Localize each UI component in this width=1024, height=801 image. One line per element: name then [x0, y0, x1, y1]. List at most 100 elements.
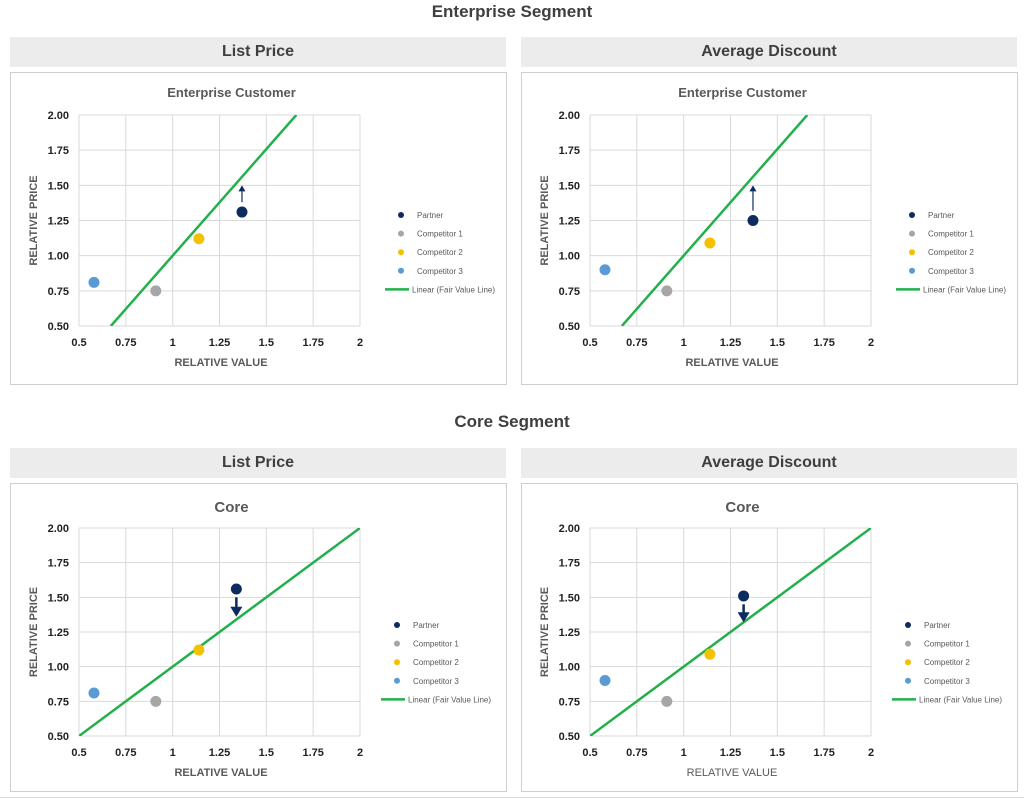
- point-competitor-1: [150, 695, 162, 707]
- x-tick-label: 1.75: [302, 747, 323, 759]
- x-tick-label: 1.5: [259, 337, 274, 349]
- x-tick-label: 0.5: [582, 747, 597, 759]
- y-tick-label: 1.00: [48, 251, 69, 263]
- legend-label: Competitor 3: [924, 677, 970, 686]
- chart-title: Enterprise Customer: [167, 85, 296, 100]
- panel-header-core-average-discount: Average Discount: [521, 448, 1017, 478]
- y-tick-label: 1.75: [559, 145, 580, 157]
- y-tick-label: 1.25: [559, 216, 580, 228]
- y-tick-label: 1.00: [48, 662, 69, 674]
- point-competitor-1: [661, 285, 673, 297]
- y-tick-label: 0.50: [48, 321, 69, 333]
- legend-label: Competitor 1: [928, 230, 974, 239]
- legend-label: Competitor 3: [928, 267, 974, 276]
- price-arrow-head: [749, 185, 757, 192]
- legend-marker: [905, 640, 911, 647]
- y-tick-label: 2.00: [559, 523, 580, 535]
- x-tick-label: 1.25: [209, 747, 230, 759]
- point-partner: [236, 206, 248, 218]
- x-tick-label: 2: [357, 747, 363, 759]
- y-tick-label: 0.75: [559, 696, 580, 708]
- y-tick-label: 1.75: [559, 558, 580, 570]
- y-axis-label: RELATIVE PRICE: [539, 587, 551, 677]
- y-tick-label: 1.50: [48, 180, 69, 192]
- section-title-core: Core Segment: [454, 412, 570, 431]
- price-arrow-head: [737, 612, 750, 623]
- x-tick-label: 0.75: [626, 337, 647, 349]
- legend-marker: [905, 659, 911, 666]
- legend-label: Competitor 1: [924, 640, 970, 649]
- x-tick-label: 1: [170, 337, 176, 349]
- x-tick-label: 2: [357, 337, 363, 349]
- x-axis-label: RELATIVE VALUE: [687, 767, 778, 779]
- legend-label: Competitor 1: [417, 230, 463, 239]
- price-arrow-head: [230, 606, 243, 617]
- x-tick-label: 1: [681, 747, 687, 759]
- y-tick-label: 2.00: [559, 110, 580, 122]
- legend-label: Competitor 2: [924, 658, 970, 667]
- x-tick-label: 1.75: [302, 337, 323, 349]
- chart-panel-core-list-price: Core 0.5 0.75 1 1.25 1.5 1.75 2 0.50 0.75 1.00 1.25…: [10, 483, 507, 792]
- point-competitor-1: [661, 695, 673, 707]
- chart-svg: Enterprise Customer 0.5 0.75 1 1.25 1.5 1.75 2 0…: [28, 85, 495, 369]
- legend-label: Partner: [417, 211, 444, 220]
- x-tick-label: 2: [868, 747, 874, 759]
- point-competitor-3: [88, 687, 100, 699]
- legend-marker: [394, 640, 400, 647]
- legend-marker: [398, 267, 404, 274]
- legend-label: Competitor 3: [413, 677, 459, 686]
- point-partner: [747, 215, 759, 226]
- y-tick-label: 1.00: [559, 251, 580, 263]
- fair-value-line: [590, 528, 871, 736]
- fair-value-line: [109, 115, 298, 326]
- legend-marker: [909, 249, 915, 256]
- legend-label: Competitor 2: [413, 658, 459, 667]
- legend-marker: [905, 677, 911, 684]
- point-partner: [230, 583, 242, 595]
- legend-label: Competitor 1: [413, 640, 459, 649]
- panel-header-enterprise-list-price: List Price: [10, 37, 506, 67]
- legend-label: Linear (Fair Value Line): [412, 285, 495, 294]
- y-tick-label: 1.50: [48, 592, 69, 604]
- y-tick-label: 0.75: [48, 286, 69, 298]
- y-tick-label: 1.00: [559, 662, 580, 674]
- point-competitor-1: [150, 285, 162, 297]
- x-tick-label: 1: [170, 747, 176, 759]
- x-axis-label: RELATIVE VALUE: [174, 357, 267, 369]
- y-tick-label: 0.75: [559, 286, 580, 298]
- x-tick-label: 2: [868, 337, 874, 349]
- legend-marker: [394, 622, 400, 628]
- legend-label: Competitor 2: [928, 248, 974, 257]
- legend-label: Competitor 2: [417, 248, 463, 257]
- x-tick-label: 0.75: [626, 747, 647, 759]
- chart-panel-enterprise-list-price: Enterprise Customer 0.5 0.75 1 1.25 1.5 1.75 2 0…: [10, 72, 507, 385]
- x-tick-label: 1.5: [770, 747, 785, 759]
- chart-title: Core: [725, 499, 759, 516]
- point-competitor-3: [599, 675, 611, 687]
- legend-marker: [909, 212, 915, 218]
- legend-marker: [905, 622, 911, 628]
- x-tick-label: 1.75: [813, 337, 834, 349]
- legend-marker: [398, 249, 404, 256]
- chart-svg: Enterprise Customer 0.5 0.75 1 1.25 1.5 1.75 2 0…: [539, 85, 1006, 369]
- y-axis-label: RELATIVE PRICE: [28, 587, 40, 677]
- x-tick-label: 1: [681, 337, 687, 349]
- x-tick-label: 1.75: [813, 747, 834, 759]
- legend-marker: [394, 677, 400, 684]
- legend-label: Competitor 3: [417, 267, 463, 276]
- point-competitor-2: [193, 644, 205, 656]
- x-axis-label: RELATIVE VALUE: [174, 767, 267, 779]
- footer-divider: [0, 797, 1024, 798]
- x-tick-label: 1.5: [259, 747, 274, 759]
- legend-marker: [909, 267, 915, 274]
- panel-header-core-list-price: List Price: [10, 448, 506, 478]
- legend-marker: [398, 212, 404, 218]
- x-tick-label: 0.5: [582, 337, 597, 349]
- x-tick-label: 1.25: [209, 337, 230, 349]
- panel-header-enterprise-average-discount: Average Discount: [521, 37, 1017, 67]
- y-tick-label: 2.00: [48, 110, 69, 122]
- legend-label: Partner: [928, 211, 955, 220]
- y-tick-label: 1.25: [48, 627, 69, 639]
- y-tick-label: 2.00: [48, 523, 69, 535]
- y-tick-label: 0.50: [559, 321, 580, 333]
